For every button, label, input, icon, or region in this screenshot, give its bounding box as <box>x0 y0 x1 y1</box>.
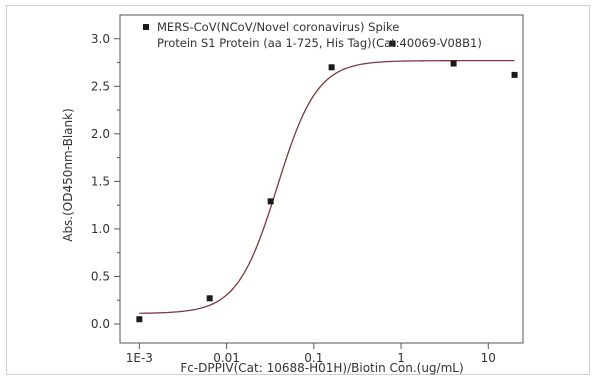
fit-curve <box>139 59 515 314</box>
y-tick-label: 1.5 <box>91 174 110 188</box>
legend-line-1: MERS-CoV(NCoV/Novel coronavirus) Spike <box>157 20 399 34</box>
data-point <box>389 40 396 47</box>
data-point <box>328 64 335 71</box>
data-point <box>267 198 274 205</box>
data-point <box>450 60 457 67</box>
y-tick-label: 3.0 <box>91 32 110 46</box>
legend-marker <box>143 24 149 30</box>
y-tick-label: 2.5 <box>91 79 110 93</box>
y-tick-label: 0.5 <box>91 269 110 283</box>
y-tick-label: 0.0 <box>91 317 110 331</box>
y-tick-label: 2.0 <box>91 127 110 141</box>
x-axis: 1E-3 0.01 0.1 1 10 <box>126 343 496 365</box>
x-tick-label: 1E-3 <box>126 351 153 365</box>
x-tick-label: 1 <box>397 351 405 365</box>
data-point <box>136 316 143 323</box>
legend-line-2: Protein S1 Protein (aa 1-725, His Tag)(C… <box>157 36 482 50</box>
data-point <box>511 71 518 78</box>
data-point <box>206 295 213 302</box>
plot-area <box>119 14 524 344</box>
x-tick-label: 0.1 <box>304 351 323 365</box>
x-axis-title: Fc-DPPIV(Cat: 10688-H01H)/Biotin Con.(ug… <box>180 361 463 375</box>
y-axis: 0.0 0.5 1.0 1.5 2.0 2.5 3.0 <box>91 32 120 331</box>
data-points <box>136 40 518 323</box>
x-tick-label: 10 <box>481 351 496 365</box>
legend: MERS-CoV(NCoV/Novel coronavirus) Spike P… <box>143 20 482 50</box>
x-tick-label: 0.01 <box>213 351 240 365</box>
chart-frame <box>6 5 590 375</box>
y-tick-label: 1.0 <box>91 222 110 236</box>
y-axis-title: Abs.(OD450nm-Blank) <box>61 108 75 242</box>
